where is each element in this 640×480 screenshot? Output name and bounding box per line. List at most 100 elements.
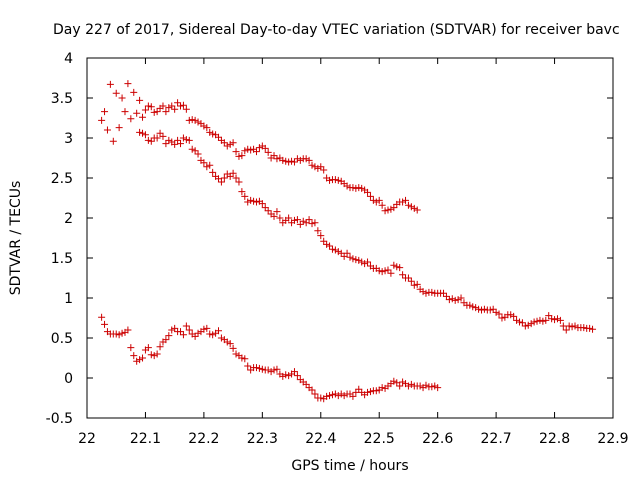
y-tick-label: 0 [64, 371, 73, 387]
data-point [165, 104, 173, 112]
data-point [416, 382, 424, 390]
data-point [279, 156, 287, 164]
data-point [440, 289, 448, 297]
data-point [255, 144, 263, 152]
data-point [223, 142, 231, 150]
data-point [527, 320, 535, 328]
data-point [302, 380, 310, 388]
data-point [445, 296, 453, 304]
data-point [101, 108, 109, 116]
data-point [366, 192, 374, 200]
data-point [553, 315, 561, 323]
data-point [209, 168, 217, 176]
data-point [469, 303, 477, 311]
data-point [241, 355, 249, 363]
x-tick-label: 22.5 [364, 431, 395, 447]
data-point [270, 366, 278, 374]
data-point [390, 377, 398, 385]
series-3 [98, 313, 442, 403]
data-point [378, 384, 386, 392]
data-point [375, 196, 383, 204]
y-tick-label: 3 [64, 131, 73, 147]
data-point [326, 242, 334, 250]
data-point [115, 331, 123, 339]
data-point [115, 124, 123, 132]
data-point [264, 148, 272, 156]
data-point [378, 201, 386, 209]
data-point [139, 129, 147, 137]
data-point [407, 277, 415, 285]
data-point [264, 207, 272, 215]
data-point [539, 317, 547, 325]
data-point [296, 156, 304, 164]
data-point [293, 372, 301, 380]
data-point [232, 174, 240, 182]
data-point [387, 205, 395, 213]
data-point [308, 220, 316, 228]
data-point [144, 136, 152, 144]
data-point [276, 214, 284, 222]
data-point [156, 343, 164, 351]
data-point [518, 319, 526, 327]
data-point [340, 252, 348, 260]
data-point [279, 372, 287, 380]
data-point [136, 96, 144, 104]
data-point [478, 306, 485, 314]
data-point [252, 198, 260, 206]
data-point [317, 163, 325, 171]
y-axis-ticks: -0.5 0 0.5 1 1.5 2 2.5 3 3.5 4 [46, 51, 613, 427]
data-point [489, 305, 497, 313]
data-point [381, 267, 389, 275]
data-point [498, 314, 506, 322]
data-point [399, 378, 407, 386]
data-point [194, 150, 202, 158]
data-point [326, 392, 334, 400]
data-point [229, 139, 237, 147]
x-tick-label: 22.9 [597, 431, 628, 447]
data-point [112, 330, 120, 338]
data-point [480, 305, 488, 313]
data-point [273, 208, 281, 216]
data-point [124, 326, 132, 334]
data-point [551, 316, 559, 324]
data-point [171, 324, 179, 332]
data-point [340, 392, 348, 400]
data-point [375, 267, 383, 275]
data-point [153, 108, 161, 116]
data-point [182, 105, 190, 113]
data-point [106, 80, 114, 88]
data-point [381, 207, 389, 215]
data-point [217, 334, 225, 342]
data-point [568, 323, 576, 331]
data-point [139, 354, 147, 362]
data-point [442, 292, 450, 300]
data-point [194, 329, 202, 337]
data-point [454, 296, 462, 304]
data-point [177, 140, 185, 148]
data-point [130, 352, 138, 360]
data-point [261, 144, 269, 152]
data-point [215, 327, 222, 335]
data-point [562, 326, 570, 334]
data-point [475, 305, 483, 313]
data-point [299, 217, 307, 225]
data-point [302, 155, 310, 163]
data-point [98, 116, 106, 124]
data-point [422, 289, 430, 297]
y-tick-label: 2 [64, 211, 73, 227]
data-point [153, 350, 161, 358]
data-point [349, 184, 357, 192]
data-point [206, 161, 214, 169]
data-point [404, 201, 412, 209]
x-tick-label: 22.3 [247, 431, 278, 447]
data-point [328, 245, 336, 253]
data-point [548, 315, 556, 323]
data-point [515, 318, 523, 326]
data-point [331, 390, 339, 398]
data-point [101, 320, 109, 328]
data-point [288, 157, 296, 165]
data-point [364, 258, 372, 266]
data-point [200, 325, 208, 333]
data-point [366, 388, 374, 396]
data-point [200, 122, 208, 130]
